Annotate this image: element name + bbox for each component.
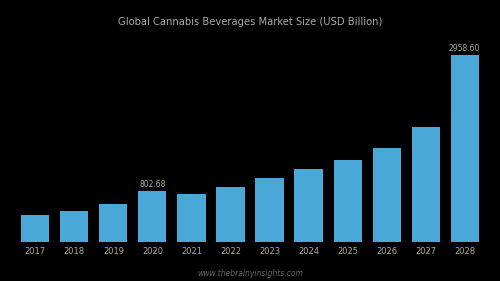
Bar [100, 205, 128, 242]
Text: 2958.60: 2958.60 [449, 44, 480, 53]
Title: Global Cannabis Beverages Market Size (USD Billion): Global Cannabis Beverages Market Size (U… [118, 17, 382, 27]
Bar [372, 148, 400, 242]
Bar [22, 215, 50, 242]
Text: 802.68: 802.68 [140, 180, 166, 189]
Bar [294, 169, 322, 242]
Bar [216, 187, 244, 242]
Bar [412, 127, 440, 242]
Text: www.thebrainyinsights.com: www.thebrainyinsights.com [197, 269, 303, 278]
Bar [256, 178, 283, 242]
Bar [450, 55, 478, 242]
Bar [60, 211, 88, 242]
Bar [138, 191, 166, 242]
Bar [334, 160, 361, 242]
Bar [178, 194, 206, 242]
